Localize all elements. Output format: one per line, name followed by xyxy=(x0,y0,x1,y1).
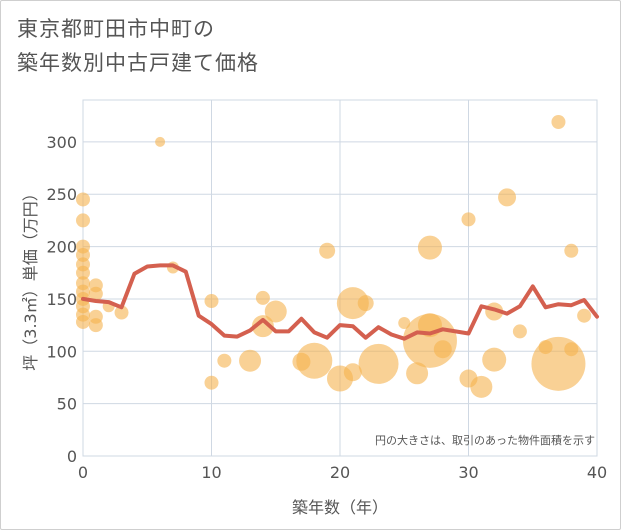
bubble-layer xyxy=(76,114,592,398)
data-bubble xyxy=(498,188,517,207)
y-tick-label: 150 xyxy=(46,290,77,309)
data-bubble xyxy=(512,324,527,339)
data-bubble xyxy=(343,363,362,382)
x-tick-label: 10 xyxy=(201,463,221,482)
data-bubble xyxy=(398,317,411,330)
title-line-1: 東京都町田市中町の xyxy=(17,17,215,41)
line-layer xyxy=(81,263,599,341)
x-tick-label: 0 xyxy=(78,463,88,482)
data-bubble xyxy=(482,347,507,372)
data-bubble xyxy=(417,235,442,260)
y-tick-label: 300 xyxy=(46,133,77,152)
data-bubble xyxy=(204,375,219,390)
y-tick-label: 100 xyxy=(46,342,77,361)
size-note: 円の大きさは、取引のあった物件面積を示す xyxy=(375,433,595,447)
data-bubble xyxy=(406,362,429,385)
y-tick-label: 250 xyxy=(46,185,77,204)
title-line-2: 築年数別中古戸建て価格 xyxy=(17,51,259,75)
data-bubble xyxy=(204,294,219,309)
x-tick-label: 30 xyxy=(458,463,478,482)
y-tick-label: 200 xyxy=(46,238,77,257)
x-tick-label: 40 xyxy=(587,463,607,482)
data-bubble xyxy=(264,300,287,323)
grid-lines xyxy=(82,99,598,457)
data-bubble xyxy=(255,290,270,305)
data-bubble xyxy=(239,349,262,372)
chart-title: 東京都町田市中町の 築年数別中古戸建て価格 xyxy=(17,12,259,80)
data-bubble xyxy=(76,192,90,207)
data-bubble xyxy=(296,342,333,379)
data-bubble xyxy=(577,308,592,323)
data-bubble xyxy=(76,314,90,329)
average-price-line xyxy=(81,263,599,341)
data-bubble xyxy=(357,295,374,312)
tick-labels: 0 10 20 30 40 0 50 100 150 200 250 300 xyxy=(46,133,607,482)
data-bubble xyxy=(217,353,232,368)
data-bubble xyxy=(470,375,493,398)
x-axis-label: 築年数（年） xyxy=(292,498,388,517)
data-bubble xyxy=(251,315,274,338)
y-tick-label: 0 xyxy=(67,447,77,466)
data-bubble xyxy=(88,318,103,333)
data-bubble xyxy=(88,286,103,301)
x-tick-label: 20 xyxy=(330,463,350,482)
data-bubble xyxy=(461,212,476,227)
y-tick-label: 50 xyxy=(57,395,77,414)
data-bubble xyxy=(551,114,566,129)
data-bubble xyxy=(319,242,336,259)
data-bubble xyxy=(531,336,586,391)
data-bubble xyxy=(76,213,90,228)
data-bubble xyxy=(564,243,579,258)
data-bubble xyxy=(433,340,452,359)
data-bubble xyxy=(114,305,129,320)
data-bubble xyxy=(336,287,369,320)
y-axis-label: 坪（3.3㎡）単価（万円） xyxy=(21,185,40,370)
data-bubble xyxy=(564,342,579,357)
data-bubble xyxy=(358,343,399,384)
data-bubble xyxy=(76,265,90,280)
data-bubble xyxy=(155,136,166,147)
